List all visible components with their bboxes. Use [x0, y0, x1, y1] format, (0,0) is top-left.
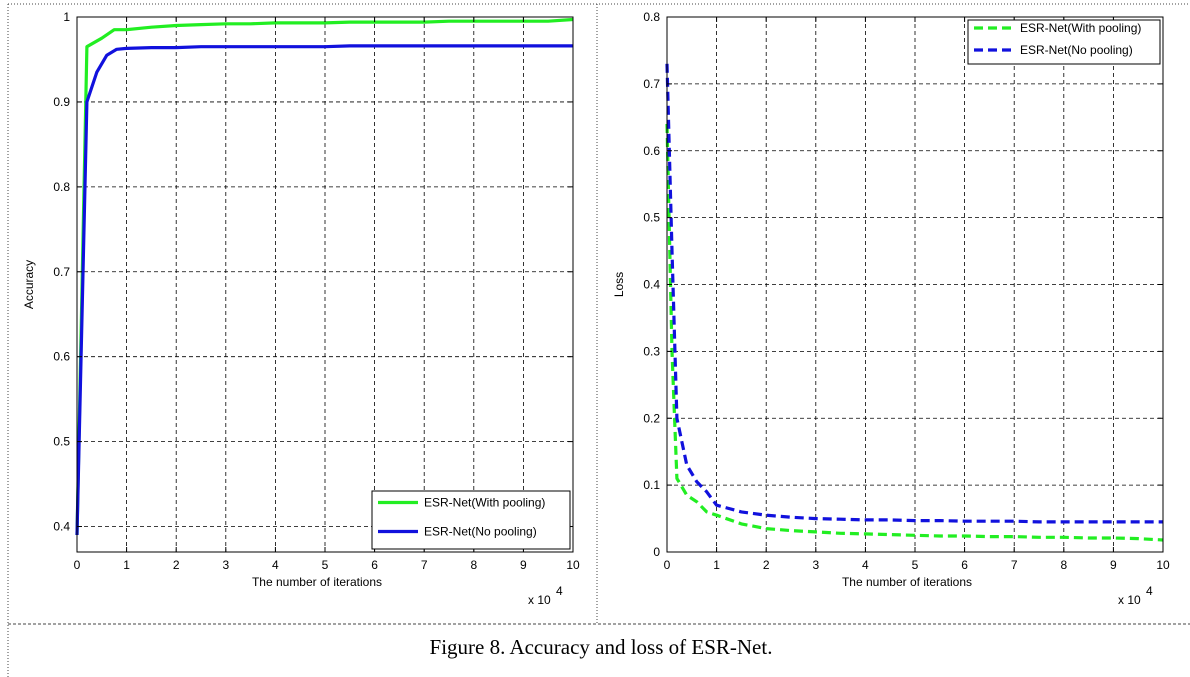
loss-x-axis-label: The number of iterations [842, 575, 972, 589]
accuracy-x-multiplier-exp: 4 [556, 584, 563, 598]
accuracy-x-tick-label: 7 [421, 558, 428, 572]
loss-y-tick-label: 0.5 [643, 211, 660, 225]
loss-x-tick-label: 9 [1110, 558, 1117, 572]
accuracy-grid [77, 17, 573, 552]
loss-x-tick-label: 2 [763, 558, 770, 572]
loss-y-tick-label: 0.7 [643, 77, 660, 91]
accuracy-x-tick-label: 1 [123, 558, 130, 572]
accuracy-y-tick-label: 0.6 [53, 350, 70, 364]
accuracy-series-1-line [75, 17, 574, 536]
loss-x-tick-label: 1 [713, 558, 720, 572]
accuracy-y-tick-label: 0.7 [53, 265, 70, 279]
loss-grid [667, 17, 1163, 552]
loss-x-multiplier: x 10 [1118, 593, 1141, 607]
accuracy-legend-label-1: ESR-Net(With pooling) [424, 496, 545, 510]
accuracy-legend-label-2: ESR-Net(No pooling) [424, 525, 537, 539]
accuracy-x-tick-label: 2 [173, 558, 180, 572]
accuracy-series-2-line [75, 44, 573, 536]
figure-frame [7, 3, 1190, 677]
loss-y-tick-label: 0.6 [643, 144, 660, 158]
accuracy-y-tick-label: 0.5 [53, 435, 70, 449]
loss-y-tick-label: 0.1 [643, 478, 660, 492]
loss-legend-label-1: ESR-Net(With pooling) [1020, 21, 1141, 35]
loss-legend-box [967, 19, 1161, 65]
loss-x-multiplier-exp: 4 [1146, 584, 1153, 598]
accuracy-x-tick-label: 6 [371, 558, 378, 572]
loss-y-axis-label: Loss [612, 272, 626, 297]
loss-x-tick-label: 7 [1011, 558, 1018, 572]
loss-y-tick-label: 0.2 [643, 411, 660, 425]
accuracy-y-tick-label: 1 [63, 10, 70, 24]
accuracy-y-axis-label: Accuracy [22, 260, 36, 309]
accuracy-x-axis-label: The number of iterations [252, 575, 382, 589]
loss-y-tick-label: 0 [653, 545, 660, 559]
loss-series-2-line [665, 63, 1163, 524]
loss-x-tick-label: 5 [912, 558, 919, 572]
loss-series-1-line [665, 123, 1164, 542]
accuracy-x-tick-label: 0 [74, 558, 81, 572]
accuracy-legend-box [371, 490, 571, 550]
accuracy-x-tick-label: 8 [470, 558, 477, 572]
figure-caption: Figure 8. Accuracy and loss of ESR-Net. [430, 635, 773, 659]
loss-x-tick-label: 0 [664, 558, 671, 572]
loss-legend-label-2: ESR-Net(No pooling) [1020, 43, 1133, 57]
loss-y-tick-label: 0.4 [643, 278, 660, 292]
accuracy-legend: ESR-Net(With pooling) ESR-Net(No pooling) [371, 490, 571, 550]
loss-chart: 0 1 2 3 4 5 6 7 8 9 10 0 0.1 0.2 0.3 0.4 0.5 0.6 0.7 0.8 The… [612, 10, 1170, 607]
accuracy-x-tick-label: 5 [322, 558, 329, 572]
accuracy-y-tick-label: 0.8 [53, 180, 70, 194]
loss-x-tick-label: 10 [1156, 558, 1170, 572]
accuracy-y-tick-label: 0.4 [53, 520, 70, 534]
loss-y-tick-label: 0.8 [643, 10, 660, 24]
loss-x-tick-label: 4 [862, 558, 869, 572]
accuracy-x-multiplier: x 10 [528, 593, 551, 607]
accuracy-y-tick-label: 0.9 [53, 95, 70, 109]
accuracy-chart: 0 1 2 3 4 5 6 7 8 9 10 0.4 0.5 0.6 0.7 0.8 0.9 1 The numbe… [22, 10, 580, 607]
accuracy-x-tick-label: 9 [520, 558, 527, 572]
loss-x-tick-label: 8 [1060, 558, 1067, 572]
loss-x-tick-label: 6 [961, 558, 968, 572]
accuracy-x-tick-label: 10 [566, 558, 580, 572]
loss-legend: ESR-Net(With pooling) ESR-Net(No pooling) [967, 19, 1161, 65]
loss-y-tick-label: 0.3 [643, 344, 660, 358]
accuracy-x-tick-label: 4 [272, 558, 279, 572]
loss-x-tick-label: 3 [812, 558, 819, 572]
accuracy-x-tick-label: 3 [222, 558, 229, 572]
